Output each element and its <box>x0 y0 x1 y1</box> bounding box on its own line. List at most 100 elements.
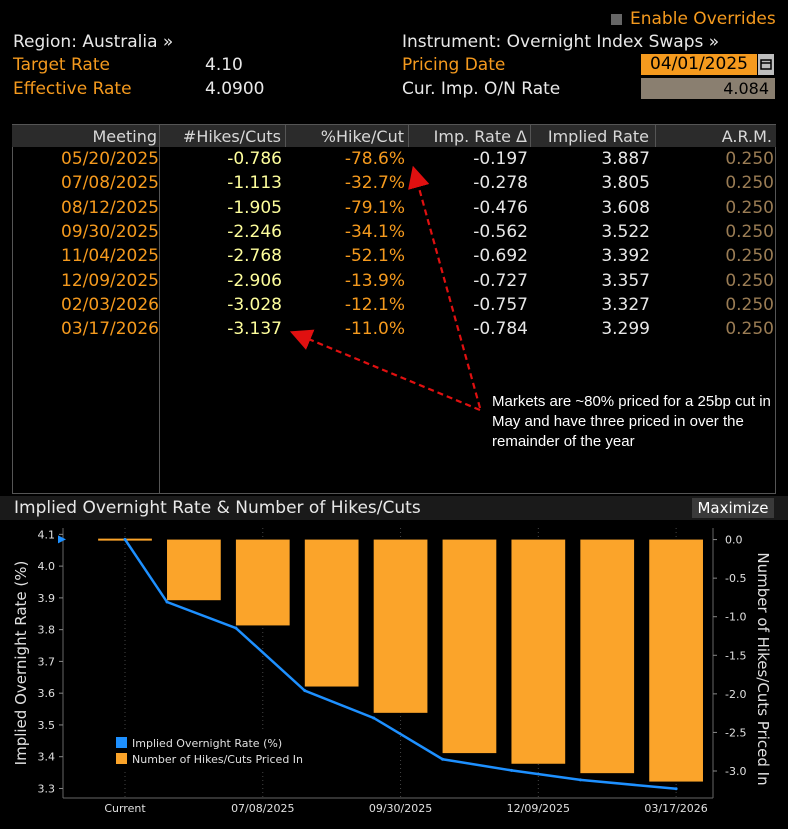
cell-arm: 0.250 <box>725 246 774 267</box>
cell-implied-rate: 3.608 <box>601 197 650 218</box>
cell-implied-rate: 3.327 <box>601 294 650 315</box>
current-rate-marker <box>58 535 66 544</box>
header-imp-rate-delta[interactable]: Imp. Rate Δ <box>433 127 527 146</box>
cell-pct-hike-cut: -11.0% <box>344 319 405 340</box>
right-tick-label: -2.5 <box>725 726 746 739</box>
column-divider <box>408 125 409 147</box>
chart-title: Implied Overnight Rate & Number of Hikes… <box>14 498 421 518</box>
bar-05/20/2025 <box>167 539 221 601</box>
cell-meeting: 09/30/2025 <box>61 221 159 242</box>
cell-hikes-cuts: -2.246 <box>227 221 282 242</box>
right-tick-label: -0.5 <box>725 572 746 585</box>
line-point-02/03/2026 <box>578 778 582 782</box>
left-tick-label: 3.7 <box>38 655 56 668</box>
cell-implied-rate: 3.392 <box>601 246 650 267</box>
cell-arm: 0.250 <box>725 270 774 291</box>
right-tick-label: -2.0 <box>725 688 746 701</box>
region-selector[interactable]: Region: Australia » <box>13 32 174 52</box>
right-axis-title: Number of Hikes/Cuts Priced In <box>754 552 772 785</box>
cell-arm: 0.250 <box>725 221 774 242</box>
cell-hikes-cuts: -0.786 <box>227 149 282 169</box>
cell-imp-rate-delta: -0.757 <box>473 294 528 315</box>
cell-imp-rate-delta: -0.476 <box>473 197 528 218</box>
bar-09/30/2025 <box>373 539 428 713</box>
cell-arm: 0.250 <box>725 197 774 218</box>
cell-implied-rate: 3.805 <box>601 173 650 194</box>
maximize-button[interactable]: Maximize <box>692 498 774 518</box>
target-rate-value: 4.10 <box>205 55 243 75</box>
checkbox-icon[interactable] <box>611 13 622 25</box>
cell-implied-rate: 3.522 <box>601 221 650 242</box>
line-point-11/04/2025 <box>441 757 445 761</box>
header-hikes-cuts[interactable]: #Hikes/Cuts <box>182 127 281 146</box>
header-meeting[interactable]: Meeting <box>92 127 157 146</box>
right-tick-label: -1.0 <box>725 611 746 624</box>
bar-07/08/2025 <box>235 539 290 626</box>
annotation-arrows <box>289 165 482 412</box>
header-arm[interactable]: A.R.M. <box>721 127 772 146</box>
x-tick-label: 12/09/2025 <box>507 802 570 815</box>
cell-imp-rate-delta: -0.197 <box>473 149 528 169</box>
legend-box <box>108 730 330 770</box>
cell-arm: 0.250 <box>725 294 774 315</box>
line-point-12/09/2025 <box>509 768 513 772</box>
arrow-to-may-pct <box>408 165 482 409</box>
cell-meeting: 11/04/2025 <box>61 246 159 267</box>
line-point-09/30/2025 <box>372 716 376 720</box>
instrument-selector[interactable]: Instrument: Overnight Index Swaps » <box>402 32 720 52</box>
enable-overrides-label: Enable Overrides <box>630 9 776 29</box>
line-point-Current <box>123 537 127 541</box>
cell-pct-hike-cut: -32.7% <box>344 173 405 194</box>
header-implied-rate[interactable]: Implied Rate <box>547 127 649 146</box>
left-tick-label: 3.3 <box>38 782 56 795</box>
cell-imp-rate-delta: -0.278 <box>473 173 528 194</box>
pricing-date-field[interactable]: 04/01/2025 <box>641 54 757 75</box>
calendar-icon[interactable] <box>758 54 774 75</box>
cell-imp-rate-delta: -0.562 <box>473 221 528 242</box>
bar-08/12/2025 <box>304 539 359 687</box>
x-tick-label: 03/17/2026 <box>644 802 707 815</box>
bar-11/04/2025 <box>442 539 497 754</box>
bar-03/17/2026 <box>649 539 703 782</box>
cell-meeting: 12/09/2025 <box>61 270 159 291</box>
cell-pct-hike-cut: -52.1% <box>344 246 405 267</box>
cell-meeting: 02/03/2026 <box>61 294 159 315</box>
cur-imp-value: 4.084 <box>641 78 775 99</box>
enable-overrides-checkbox[interactable]: Enable Overrides <box>611 9 776 29</box>
cell-implied-rate: 3.887 <box>601 149 650 169</box>
left-tick-label: 4.1 <box>38 528 56 541</box>
effective-rate-value: 4.0900 <box>205 79 265 99</box>
target-rate-label: Target Rate <box>13 55 110 75</box>
cell-imp-rate-delta: -0.727 <box>473 270 528 291</box>
cur-imp-label: Cur. Imp. O/N Rate <box>402 79 561 99</box>
meeting-table <box>12 124 776 494</box>
cell-hikes-cuts: -3.137 <box>227 319 282 340</box>
header-pct-hike-cut[interactable]: %Hike/Cut <box>320 127 404 146</box>
chart-header-bar <box>0 496 788 520</box>
left-tick-label: 3.8 <box>38 624 56 637</box>
right-tick-label: 0.0 <box>725 534 743 547</box>
effective-rate-label: Effective Rate <box>13 79 132 99</box>
legend-swatch-line <box>116 737 127 748</box>
x-tick-label: 07/08/2025 <box>231 802 294 815</box>
cell-meeting: 05/20/2025 <box>61 149 159 169</box>
cell-pct-hike-cut: -79.1% <box>344 197 405 218</box>
x-tick-label: 09/30/2025 <box>369 802 432 815</box>
x-tick-label: Current <box>104 802 146 815</box>
annotation-text: Markets are ~80% priced for a 25bp cut i… <box>492 393 771 450</box>
cell-meeting: 08/12/2025 <box>61 197 159 218</box>
line-point-03/17/2026 <box>674 787 678 791</box>
cell-implied-rate: 3.357 <box>601 270 650 291</box>
cell-hikes-cuts: -2.906 <box>227 270 282 291</box>
cell-pct-hike-cut: -78.6% <box>344 149 405 169</box>
bar-02/03/2026 <box>580 539 635 774</box>
line-point-05/20/2025 <box>165 600 169 604</box>
right-tick-label: -1.5 <box>725 649 746 662</box>
cell-pct-hike-cut: -12.1% <box>344 294 405 315</box>
cell-hikes-cuts: -3.028 <box>227 294 282 315</box>
column-divider <box>285 125 286 147</box>
cell-meeting: 07/08/2025 <box>61 173 159 194</box>
cell-hikes-cuts: -2.768 <box>227 246 282 267</box>
cell-pct-hike-cut: -13.9% <box>344 270 405 291</box>
column-divider <box>159 125 160 493</box>
